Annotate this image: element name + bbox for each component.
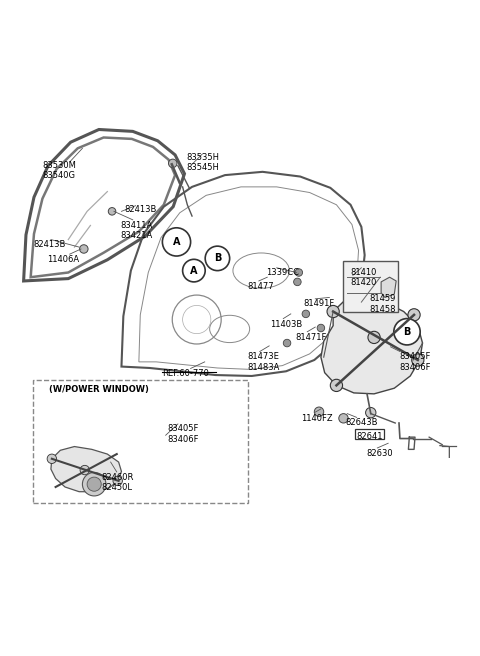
Circle shape: [408, 309, 420, 321]
Text: REF.60-770: REF.60-770: [162, 369, 209, 379]
Text: 81410
81420: 81410 81420: [350, 268, 377, 287]
Text: 82630: 82630: [366, 449, 393, 459]
Circle shape: [295, 269, 302, 276]
Circle shape: [339, 414, 348, 423]
Text: (W/POWER WINDOW): (W/POWER WINDOW): [49, 385, 149, 394]
Text: 81459
81458: 81459 81458: [370, 294, 396, 314]
Text: 11403B: 11403B: [271, 319, 303, 329]
Bar: [343, 260, 398, 312]
Circle shape: [302, 310, 310, 318]
Circle shape: [368, 331, 380, 344]
Circle shape: [366, 407, 376, 418]
Text: B: B: [214, 253, 221, 263]
Text: 83411A
83421A: 83411A 83421A: [120, 221, 152, 240]
Text: 81473E
81483A: 81473E 81483A: [247, 352, 279, 372]
Circle shape: [83, 472, 106, 496]
Bar: [355, 429, 384, 439]
Circle shape: [182, 259, 205, 282]
Text: B: B: [403, 327, 411, 337]
Text: 82460R
82450L: 82460R 82450L: [101, 473, 133, 492]
Text: 1140FZ: 1140FZ: [301, 414, 333, 422]
Polygon shape: [51, 447, 121, 492]
Polygon shape: [321, 297, 422, 394]
Text: A: A: [173, 237, 180, 247]
Circle shape: [162, 228, 191, 256]
Circle shape: [330, 379, 343, 392]
Text: 81491F: 81491F: [303, 299, 335, 308]
Circle shape: [283, 339, 291, 347]
Text: 82413B: 82413B: [125, 205, 157, 214]
Text: 82641: 82641: [357, 432, 383, 441]
Circle shape: [168, 159, 177, 167]
Text: 83405F
83406F: 83405F 83406F: [399, 352, 431, 372]
Polygon shape: [381, 277, 396, 297]
Circle shape: [412, 354, 424, 366]
Circle shape: [317, 324, 324, 332]
Text: 82413B: 82413B: [33, 239, 65, 249]
Circle shape: [108, 207, 116, 215]
Circle shape: [87, 477, 101, 491]
Text: A: A: [190, 266, 198, 276]
Circle shape: [294, 278, 301, 285]
Text: 83530M
83540G: 83530M 83540G: [42, 161, 76, 180]
Circle shape: [394, 319, 420, 345]
Text: 81477: 81477: [247, 282, 274, 291]
Text: 1339CC: 1339CC: [266, 268, 299, 277]
Text: 11406A: 11406A: [47, 255, 79, 264]
Circle shape: [47, 454, 57, 464]
Text: 82643B: 82643B: [346, 419, 378, 427]
Circle shape: [314, 407, 324, 417]
Circle shape: [80, 245, 88, 253]
Circle shape: [205, 246, 229, 271]
Text: 83535H
83545H: 83535H 83545H: [186, 153, 219, 173]
Text: 83405F
83406F: 83405F 83406F: [167, 424, 199, 444]
Circle shape: [80, 465, 89, 475]
Circle shape: [113, 476, 122, 485]
Text: 81471F: 81471F: [296, 333, 327, 342]
Circle shape: [327, 306, 339, 318]
